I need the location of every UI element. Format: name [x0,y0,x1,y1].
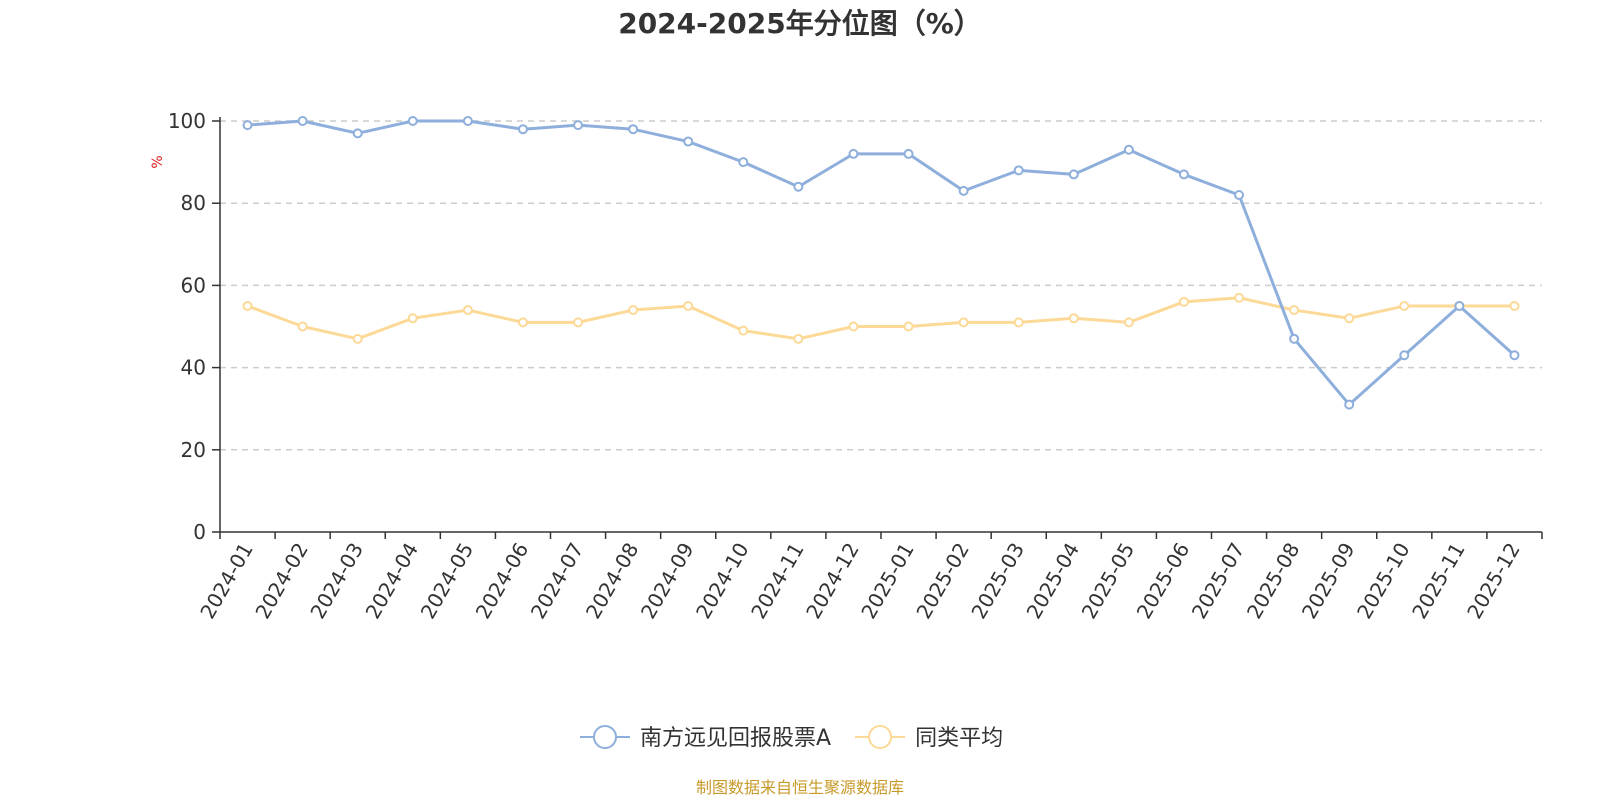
y-tick-label: 40 [181,356,206,380]
data-point [683,136,694,147]
data-point [1454,300,1465,311]
data-point [1013,165,1024,176]
data-point [352,333,363,344]
series-layer [242,116,1520,410]
x-tick-label: 2025-05 [1077,539,1140,623]
x-tick-label: 2024-05 [416,539,479,623]
gridlines [220,120,1542,451]
y-tick-label: 80 [181,191,206,215]
data-point [1234,292,1245,303]
data-point [903,321,914,332]
x-tick-label: 2024-02 [250,539,313,623]
series-line [247,119,1516,407]
chart-title: 2024-2025年分位图（%） [618,7,982,40]
data-point [1068,313,1079,324]
data-point [297,116,308,126]
data-point [1123,144,1134,155]
x-tick-label: 2024-07 [526,539,589,623]
data-point [958,185,969,196]
data-point [352,128,363,139]
data-point [462,305,473,316]
x-tick-label: 2024-10 [691,539,754,623]
data-point [1289,333,1300,344]
legend-marker [868,725,893,749]
data-point [1509,300,1520,311]
series-同类平均 [242,292,1520,344]
data-point [1509,350,1520,361]
source-note: 制图数据来自恒生聚源数据库 [696,778,904,797]
data-point [1344,399,1355,410]
x-tick-label: 2025-08 [1242,539,1305,623]
legend-marker [593,725,617,749]
y-tick-label: 60 [181,273,206,297]
y-tick-label: 100 [168,109,206,133]
data-point [573,120,584,131]
x-tick-label: 2024-03 [305,539,368,623]
data-point [848,148,859,159]
data-point [1344,313,1355,324]
x-tick-label: 2024-06 [471,539,534,623]
data-point [1399,350,1410,361]
data-point [793,181,804,192]
x-tick-label: 2024-11 [746,539,809,623]
data-point [462,116,473,126]
data-point [1123,317,1134,328]
legend-label: 南方远见回报股票A [640,726,831,751]
y-tick-label: 0 [193,520,206,544]
x-tick-label: 2025-12 [1462,539,1525,623]
legend-item: 同类平均 [855,725,1003,751]
data-point [738,325,749,336]
data-point [628,124,639,135]
data-point [297,321,308,332]
x-tick-label: 2024-08 [581,539,644,623]
data-point [903,148,914,159]
data-point [1178,296,1189,307]
x-tick-label: 2024-04 [361,539,424,623]
legend: 南方远见回报股票A 同类平均 [580,725,1003,751]
data-point [1234,189,1245,200]
y-tick-label: 20 [181,438,206,462]
data-point [517,124,528,135]
data-point [793,333,804,344]
x-tick-label: 2024-09 [636,539,699,623]
legend-label: 同类平均 [915,726,1003,751]
x-tick-label: 2024-01 [195,539,258,623]
data-point [1013,317,1024,328]
axes: 0 20 40 60 80 100 2024-012024-022024-032024-04… [168,109,1543,623]
series-line [247,296,1515,341]
x-tick-label: 2025-10 [1352,539,1415,623]
x-tick-label: 2025-04 [1022,539,1085,623]
x-tick-label: 2024-12 [801,539,864,623]
x-tick-label: 2025-09 [1297,539,1360,623]
data-point [738,157,749,168]
data-point [1289,305,1300,316]
data-point [958,317,969,328]
data-point [573,317,584,328]
x-tick-label: 2025-01 [856,539,919,623]
y-axis-label: % [150,155,166,168]
x-tick-label: 2025-07 [1187,539,1250,623]
data-point [517,317,528,328]
data-point [242,120,253,131]
x-tick-label: 2025-06 [1132,539,1195,623]
data-point [407,313,418,324]
x-tick-label: 2025-03 [966,539,1029,623]
data-point [1399,300,1410,311]
data-point [407,116,418,126]
data-point [683,300,694,311]
series-南方远见回报股票A [242,116,1520,410]
data-point [1178,169,1189,180]
data-point [628,305,639,316]
data-point [242,300,253,311]
x-tick-label: 2025-11 [1407,539,1470,623]
x-tick-label: 2025-02 [911,539,974,623]
data-point [848,321,859,332]
legend-item: 南方远见回报股票A [580,725,831,751]
data-point [1068,169,1079,180]
